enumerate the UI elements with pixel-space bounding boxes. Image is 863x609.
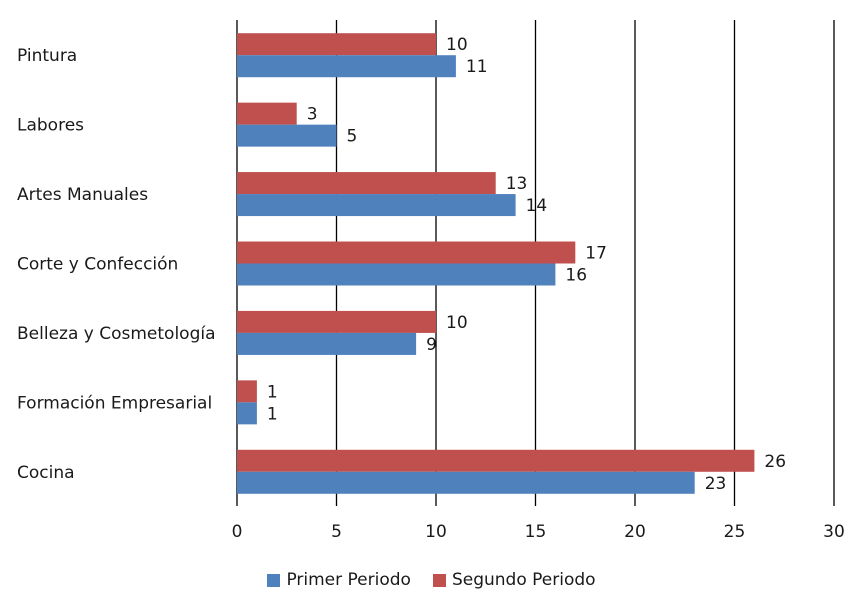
- data-label: 9: [426, 335, 437, 355]
- legend-item-primer: Primer Periodo: [267, 570, 411, 590]
- x-tick-label: 20: [624, 522, 646, 542]
- bars: [237, 33, 755, 494]
- legend-label-primer: Primer Periodo: [286, 570, 411, 590]
- category-label: Artes Manuales: [17, 185, 148, 205]
- bar-primer: [237, 332, 417, 355]
- data-label: 1: [267, 382, 278, 402]
- data-label: 10: [446, 313, 468, 333]
- data-label: 13: [506, 174, 528, 194]
- bar-primer: [237, 194, 516, 217]
- bar-segundo: [237, 449, 755, 472]
- bar-chart: Pintura Labores Artes Manuales Corte y Conf…: [17, 20, 845, 542]
- x-tick-label: 10: [425, 522, 447, 542]
- category-label: Cocina: [17, 463, 75, 483]
- data-label: 1: [267, 404, 278, 424]
- bar-segundo: [237, 380, 257, 403]
- data-label: 5: [347, 127, 358, 147]
- bar-segundo: [237, 241, 576, 264]
- bar-primer: [237, 124, 337, 147]
- bar-segundo: [237, 33, 436, 56]
- legend-label-segundo: Segundo Periodo: [451, 570, 596, 590]
- x-tick-labels: 0 5 10 15 20 25 30: [232, 522, 845, 542]
- legend-item-segundo: Segundo Periodo: [432, 570, 596, 590]
- legend: Primer Periodo Segundo Periodo: [0, 565, 863, 595]
- category-label: Pintura: [17, 46, 77, 66]
- data-label: 26: [764, 452, 786, 472]
- data-label: 23: [705, 474, 727, 494]
- category-label: Belleza y Cosmetología: [17, 324, 216, 344]
- bar-primer: [237, 402, 257, 425]
- bar-primer: [237, 263, 556, 286]
- data-label: 16: [565, 266, 587, 286]
- bar-segundo: [237, 310, 436, 333]
- category-labels: Pintura Labores Artes Manuales Corte y Conf…: [17, 46, 216, 483]
- x-tick-label: 25: [724, 522, 746, 542]
- bar-segundo: [237, 102, 297, 125]
- legend-swatch-segundo: [432, 573, 446, 587]
- data-label: 14: [526, 196, 548, 216]
- data-label: 3: [307, 105, 318, 125]
- category-label: Labores: [17, 116, 84, 136]
- category-label: Corte y Confección: [17, 255, 178, 275]
- data-label: 17: [585, 244, 607, 264]
- x-tick-label: 30: [823, 522, 845, 542]
- bar-primer: [237, 471, 695, 494]
- data-label: 11: [466, 57, 488, 77]
- x-tick-label: 15: [525, 522, 547, 542]
- data-label: 10: [446, 35, 468, 55]
- bar-primer: [237, 55, 456, 78]
- category-label: Formación Empresarial: [17, 393, 212, 413]
- legend-swatch-primer: [267, 573, 281, 587]
- bar-segundo: [237, 172, 496, 195]
- x-tick-label: 5: [331, 522, 342, 542]
- x-tick-label: 0: [232, 522, 243, 542]
